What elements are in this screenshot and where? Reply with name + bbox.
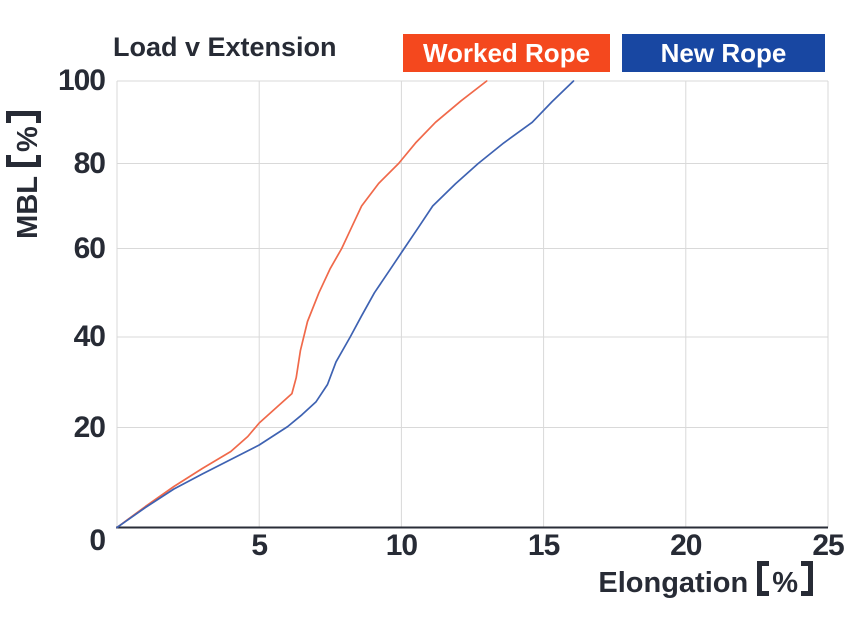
x-tick-label: 5 xyxy=(251,529,268,562)
x-tick-label: 15 xyxy=(527,529,560,562)
x-axis-unit: % xyxy=(772,567,798,599)
y-tick-label: 40 xyxy=(73,320,106,353)
y-tick-label: 20 xyxy=(73,410,106,444)
right-lenticular-bracket xyxy=(801,561,813,596)
legend-new-rope-label: New Rope xyxy=(660,37,787,68)
chart-title: Load v Extension xyxy=(113,32,337,62)
x-axis-title: Elongation% xyxy=(598,561,813,600)
y-tick-label: 100 xyxy=(57,64,106,97)
y-axis-title-text: MBL xyxy=(12,175,44,239)
worked-rope-curve xyxy=(116,80,488,529)
y-tick-label: 60 xyxy=(73,231,106,265)
y-tick-label: 0 xyxy=(89,524,106,557)
x-tick-label: 10 xyxy=(385,529,418,562)
legend-worked-rope-label: Worked Rope xyxy=(422,37,591,68)
x-axis-title-text: Elongation xyxy=(598,567,749,599)
legend-worked-rope: Worked Rope xyxy=(403,34,610,72)
left-lenticular-bracket xyxy=(6,154,41,167)
y-tick-label: 80 xyxy=(73,146,106,180)
left-lenticular-bracket xyxy=(757,561,770,596)
new-rope-curve xyxy=(116,80,575,529)
y-axis-unit: % xyxy=(12,126,44,152)
legend-new-rope: New Rope xyxy=(622,34,825,72)
y-axis-title: MBL% xyxy=(6,64,44,286)
right-lenticular-bracket xyxy=(6,111,41,124)
x-tick-label: 20 xyxy=(670,529,702,562)
x-tick-label: 25 xyxy=(812,529,844,562)
